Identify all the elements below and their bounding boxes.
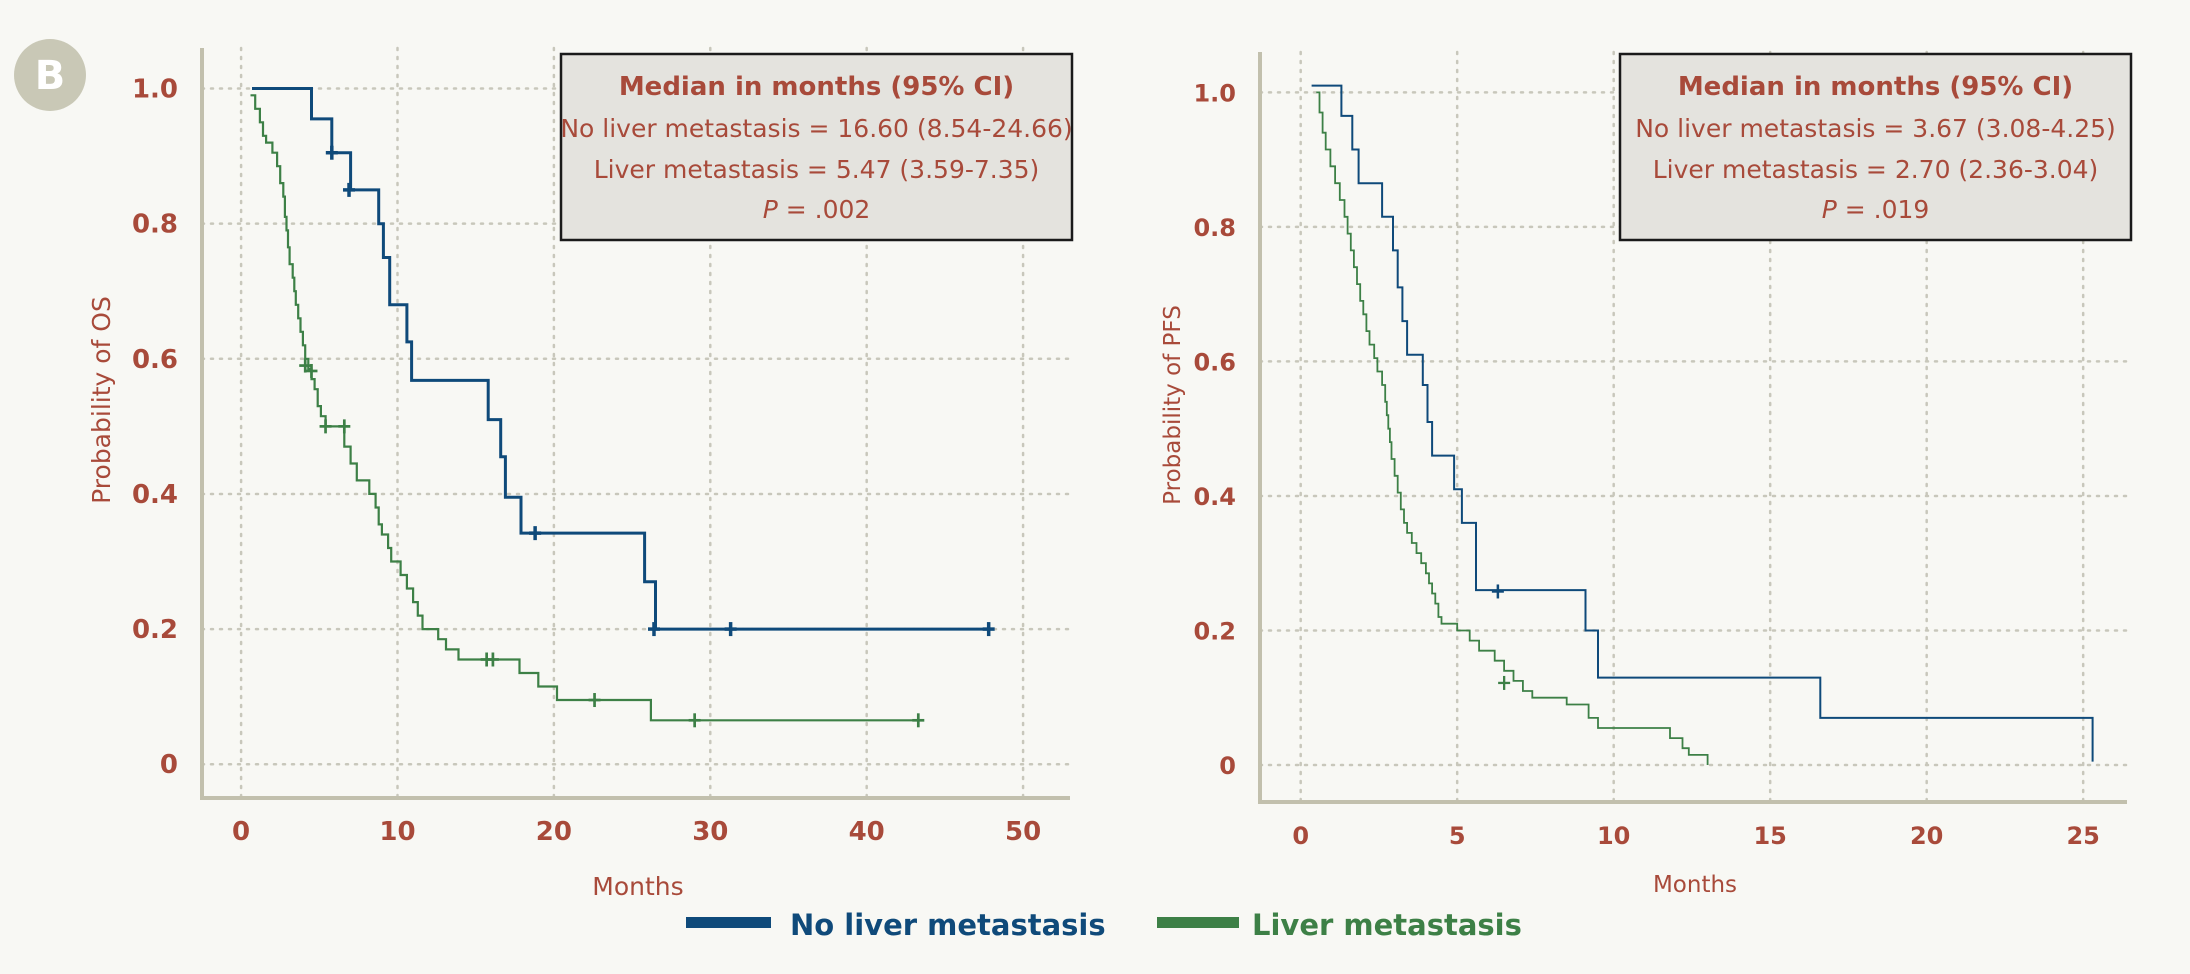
os-curve-liver [250, 94, 919, 722]
os-censor-liver-6 [588, 693, 601, 708]
legend-swatch-no-liver [686, 917, 771, 928]
os-censor-no-liver-4 [724, 622, 737, 637]
os-p-label: P [763, 195, 779, 224]
os-censor-no-liver-2 [529, 526, 542, 541]
os-censor-liver-3 [338, 419, 351, 434]
os-x-tick-4: 40 [849, 817, 885, 847]
os-chart: 0 10 20 30 40 50 0 0.2 0.4 0.6 0.8 1.0 Median in mo… [87, 46, 1074, 901]
pfs-series [1311, 84, 2094, 765]
pfs-annotation-title: Median in months (95% CI) [1678, 72, 2073, 102]
os-y-tick-4: 0.8 [132, 210, 178, 240]
pfs-annotation-box: Median in months (95% CI) No liver metas… [1618, 52, 2133, 242]
pfs-chart: 0 5 10 15 20 25 0 0.2 0.4 0.6 0.8 1.0 Median in mon… [1160, 50, 2133, 898]
os-x-tick-0: 0 [232, 817, 250, 847]
pfs-x-tick-0: 0 [1292, 822, 1309, 850]
os-y-tick-3: 0.6 [132, 345, 178, 375]
legend-label-liver: Liver metastasis [1252, 908, 1522, 942]
os-censor-no-liver-5 [982, 622, 995, 637]
os-censor-liver-8 [912, 713, 925, 728]
pfs-x-tick-1: 5 [1449, 822, 1466, 850]
pfs-censor-no-liver-0 [1491, 584, 1504, 599]
os-annotation-liver: Liver metastasis = 5.47 (3.59-7.35) [594, 155, 1040, 184]
legend-swatch-liver [1157, 917, 1239, 928]
pfs-y-tick-3: 0.6 [1193, 348, 1236, 376]
pfs-x-tick-2: 10 [1597, 822, 1630, 850]
os-x-tick-1: 10 [379, 817, 415, 847]
pfs-x-tick-3: 15 [1753, 822, 1786, 850]
os-axes: 0 10 20 30 40 50 0 0.2 0.4 0.6 0.8 1.0 [132, 48, 1070, 847]
os-y-tick-5: 1.0 [132, 75, 178, 105]
os-x-tick-3: 30 [692, 817, 728, 847]
pfs-x-tick-5: 25 [2066, 822, 2099, 850]
pfs-annotation-liver: Liver metastasis = 2.70 (2.36-3.04) [1653, 155, 2099, 184]
os-censor-liver-2 [319, 419, 332, 434]
os-censor-liver-7 [688, 713, 701, 728]
pfs-x-axis-label: Months [1653, 872, 1737, 898]
pfs-y-tick-4: 0.8 [1193, 214, 1236, 242]
panel-badge: B [14, 39, 86, 111]
os-x-axis-label: Months [592, 872, 683, 901]
os-x-tick-5: 50 [1005, 817, 1041, 847]
pfs-annotation-p: P = .019 [1822, 195, 1930, 224]
pfs-censor-liver-0 [1498, 675, 1511, 690]
pfs-curve-no-liver [1311, 84, 2094, 762]
legend: No liver metastasis Liver metastasis [686, 908, 1522, 942]
os-annotation-no-liver: No liver metastasis = 16.60 (8.54-24.66) [560, 114, 1072, 143]
os-censor-no-liver-3 [647, 622, 660, 637]
pfs-y-axis-label: Probability of PFS [1160, 305, 1186, 505]
panel-badge-circle [14, 39, 86, 111]
pfs-y-tick-5: 1.0 [1193, 79, 1236, 107]
os-annotation-box: Median in months (95% CI) No liver metas… [559, 52, 1074, 242]
pfs-p-value: = .019 [1837, 195, 1930, 224]
pfs-annotation-no-liver: No liver metastasis = 3.67 (3.08-4.25) [1635, 114, 2116, 143]
pfs-p-label: P [1822, 195, 1838, 224]
os-censor-liver-1 [305, 363, 318, 378]
os-y-tick-1: 0.2 [132, 615, 178, 645]
os-annotation-title: Median in months (95% CI) [619, 72, 1014, 102]
os-censor-liver-0 [299, 358, 312, 373]
pfs-y-tick-2: 0.4 [1193, 483, 1236, 511]
os-y-axis-label: Probability of OS [87, 296, 116, 504]
pfs-y-tick-0: 0 [1219, 752, 1236, 780]
os-censor-no-liver-0 [325, 145, 338, 160]
os-y-tick-0: 0 [160, 750, 178, 780]
pfs-x-tick-4: 20 [1910, 822, 1943, 850]
os-series [250, 87, 995, 728]
os-annotation-p: P = .002 [763, 195, 871, 224]
panel-badge-label: B [35, 53, 66, 99]
pfs-y-tick-1: 0.2 [1193, 617, 1236, 645]
os-y-tick-2: 0.4 [132, 480, 178, 510]
pfs-axes: 0 5 10 15 20 25 0 0.2 0.4 0.6 0.8 1.0 [1193, 52, 2127, 850]
pfs-annotation-rect [1618, 52, 2133, 242]
os-x-tick-2: 20 [536, 817, 572, 847]
pfs-curve-liver [1316, 91, 1709, 765]
os-curve-no-liver [252, 87, 989, 631]
os-annotation-rect [559, 52, 1074, 242]
os-p-value: = .002 [778, 195, 871, 224]
os-censor-no-liver-1 [343, 182, 356, 197]
os-censor-liver-5 [486, 652, 499, 667]
legend-label-no-liver: No liver metastasis [790, 908, 1106, 942]
